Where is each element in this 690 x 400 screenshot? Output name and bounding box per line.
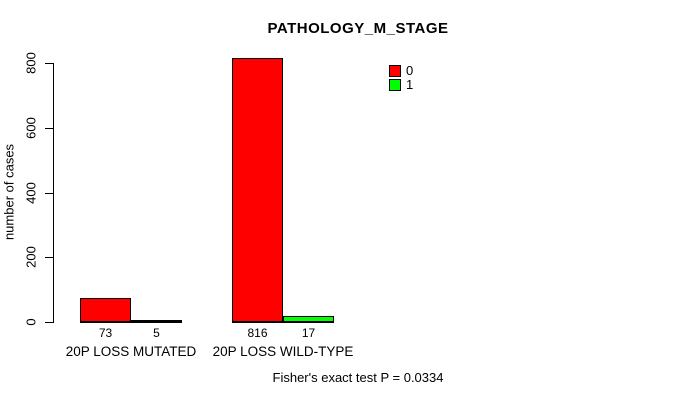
bar-value-label: 816 [247, 326, 268, 340]
legend-entry: 0 [389, 64, 413, 78]
legend-swatch [389, 79, 401, 91]
bar-1-20p-loss-mutated [131, 320, 182, 322]
group-baseline [232, 321, 334, 323]
y-tick-label: 600 [23, 116, 39, 139]
y-tick-mark [45, 192, 53, 194]
group-baseline [80, 321, 182, 323]
x-category-label: 20P LOSS WILD-TYPE [212, 344, 354, 359]
legend-label: 1 [406, 77, 414, 92]
legend-label: 0 [406, 63, 414, 78]
y-axis-line [53, 63, 54, 323]
bar-1-20p-loss-wild-type [283, 316, 334, 322]
y-tick-label: 0 [23, 318, 39, 326]
y-tick-mark [45, 257, 53, 259]
y-axis-label: number of cases [1, 143, 17, 241]
y-tick-mark [45, 127, 53, 129]
x-category-label: 20P LOSS MUTATED [65, 344, 197, 359]
bar-0-20p-loss-wild-type [232, 58, 283, 322]
y-tick-label: 400 [23, 181, 39, 204]
bar-value-label: 5 [153, 326, 160, 340]
stat-annotation: Fisher's exact test P = 0.0334 [272, 370, 444, 385]
bar-value-label: 73 [98, 326, 113, 340]
bar-0-20p-loss-mutated [80, 298, 131, 322]
legend-entry: 1 [389, 78, 413, 92]
y-tick-label: 200 [23, 246, 39, 269]
chart-title: PATHOLOGY_M_STAGE [267, 20, 449, 37]
bar-value-label: 17 [301, 326, 316, 340]
y-tick-label: 800 [23, 52, 39, 74]
y-tick-mark [45, 63, 53, 64]
legend-swatch [389, 65, 401, 77]
y-tick-mark [45, 322, 53, 323]
